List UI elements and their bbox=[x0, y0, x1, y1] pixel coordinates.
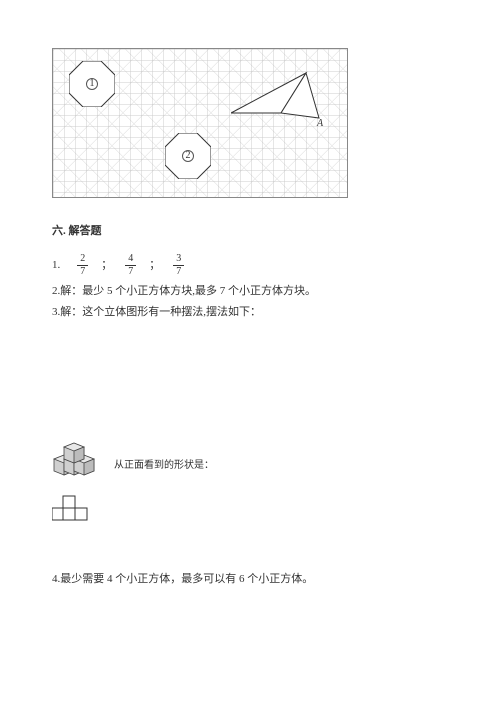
iso-label: 从正面看到的形状是： bbox=[114, 456, 214, 477]
octagon-2-label: 2 bbox=[182, 150, 194, 162]
sep-2: ； bbox=[149, 255, 160, 276]
front-view bbox=[52, 495, 448, 533]
answers-block: 1. 2 7 ； 4 7 ； 3 7 2.解：最少 5 个小正方体方块,最多 7… bbox=[52, 254, 448, 590]
answer-2: 2.解：最少 5 个小正方体方块,最多 7 个小正方体方块。 bbox=[52, 281, 448, 302]
section-title: 六. 解答题 bbox=[52, 222, 448, 238]
octagon-1-label: 1 bbox=[86, 78, 98, 90]
octagon-1: 1 bbox=[69, 61, 115, 107]
front-view-svg bbox=[52, 495, 92, 525]
triangle-shape: A bbox=[231, 63, 331, 125]
q1-num: 1. bbox=[52, 255, 60, 276]
isometric-cubes bbox=[52, 433, 106, 477]
grid-figure: 1 2 A bbox=[52, 48, 348, 198]
octagon-2: 2 bbox=[165, 133, 211, 179]
answer-3: 3.解：这个立体图形有一种摆法,摆法如下： bbox=[52, 302, 448, 323]
fraction-2: 4 7 bbox=[125, 254, 136, 277]
answer-4: 4.最少需要 4 个小正方体，最多可以有 6 个小正方体。 bbox=[52, 569, 448, 590]
iso-block: 从正面看到的形状是： 4.最少需要 4 个小正方体，最多可以有 6 个小正方体。 bbox=[52, 433, 448, 590]
fraction-3: 3 7 bbox=[173, 254, 184, 277]
fraction-1: 2 7 bbox=[77, 254, 88, 277]
answer-1: 1. 2 7 ； 4 7 ； 3 7 bbox=[52, 254, 448, 277]
vertex-a-label: A bbox=[317, 119, 323, 129]
sep-1: ； bbox=[101, 255, 112, 276]
